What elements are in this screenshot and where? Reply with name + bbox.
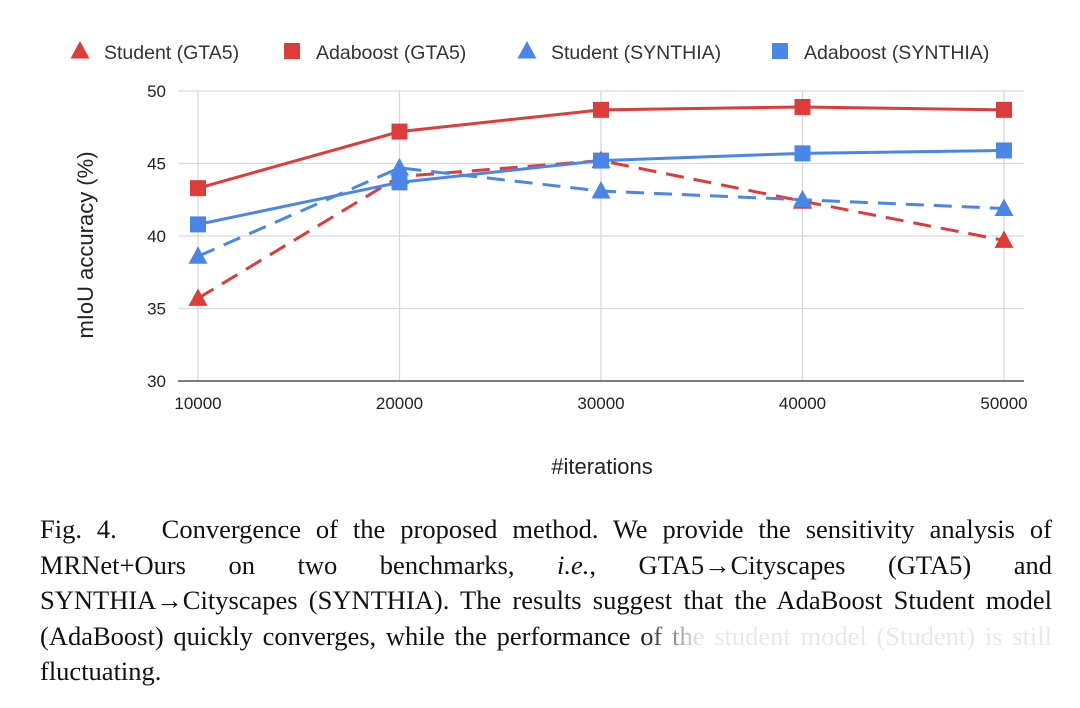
legend-item: Adaboost (SYNTHIA) — [772, 42, 989, 64]
x-tick-label: 10000 — [174, 394, 221, 413]
data-point — [593, 152, 609, 169]
data-point — [391, 174, 408, 191]
y-tick-label: 45 — [147, 155, 166, 174]
chart-gridlines — [178, 90, 1024, 382]
data-point — [190, 216, 206, 233]
legend-label: Adaboost (SYNTHIA) — [804, 42, 989, 64]
square-marker-icon — [284, 43, 300, 59]
series-adaboost-gta5 — [190, 98, 1012, 197]
y-tick-label: 40 — [147, 227, 166, 246]
caption-fade-overlay — [640, 624, 1060, 662]
figure-label: Fig. 4. — [40, 514, 117, 544]
x-tick-label: 50000 — [980, 394, 1027, 413]
figure-caption: Fig. 4. Convergence of the proposed meth… — [40, 512, 1052, 690]
x-tick-label: 40000 — [779, 394, 826, 413]
legend-item: Student (GTA5) — [70, 41, 239, 64]
x-axis-label: #iterations — [551, 454, 653, 479]
legend-item: Student (SYNTHIA) — [517, 41, 721, 64]
data-point — [188, 288, 208, 306]
chart-legend: Student (GTA5) Adaboost (GTA5) Student (SY… — [70, 41, 989, 64]
series-adaboost-synthia — [190, 142, 1012, 233]
triangle-marker-icon — [70, 41, 90, 59]
y-tick-label: 35 — [147, 300, 166, 319]
y-tick-label: 50 — [147, 82, 166, 101]
data-point — [996, 101, 1012, 118]
data-point — [794, 145, 811, 162]
x-tick-label: 20000 — [376, 394, 423, 413]
y-tick-label: 30 — [147, 372, 166, 391]
legend-item: Adaboost (GTA5) — [284, 42, 466, 64]
data-point — [793, 189, 812, 208]
data-point — [391, 123, 408, 140]
square-marker-icon — [772, 43, 788, 59]
y-axis-label: mIoU accuracy (%) — [73, 151, 98, 338]
legend-label: Student (SYNTHIA) — [551, 42, 721, 64]
data-point — [794, 98, 811, 115]
line-chart: Student (GTA5) Adaboost (GTA5) Student (SY… — [70, 41, 1028, 479]
data-point — [994, 230, 1014, 248]
legend-label: Student (GTA5) — [104, 42, 239, 64]
data-point — [593, 101, 609, 118]
x-tick-label: 30000 — [577, 394, 624, 413]
y-axis-ticks: 30 35 40 45 50 — [147, 82, 166, 391]
data-point — [994, 198, 1014, 216]
data-point — [190, 180, 206, 197]
legend-label: Adaboost (GTA5) — [316, 42, 466, 64]
data-point — [996, 142, 1012, 159]
data-point — [188, 246, 208, 264]
data-point — [591, 181, 611, 199]
caption-text-1: Convergence of the proposed method. We p… — [40, 514, 1052, 580]
triangle-marker-icon — [517, 41, 537, 59]
data-point — [390, 157, 409, 176]
chart-series — [188, 98, 1014, 306]
caption-ie: i.e. — [557, 549, 590, 580]
x-axis-ticks: 10000 20000 30000 40000 50000 — [174, 394, 1027, 413]
